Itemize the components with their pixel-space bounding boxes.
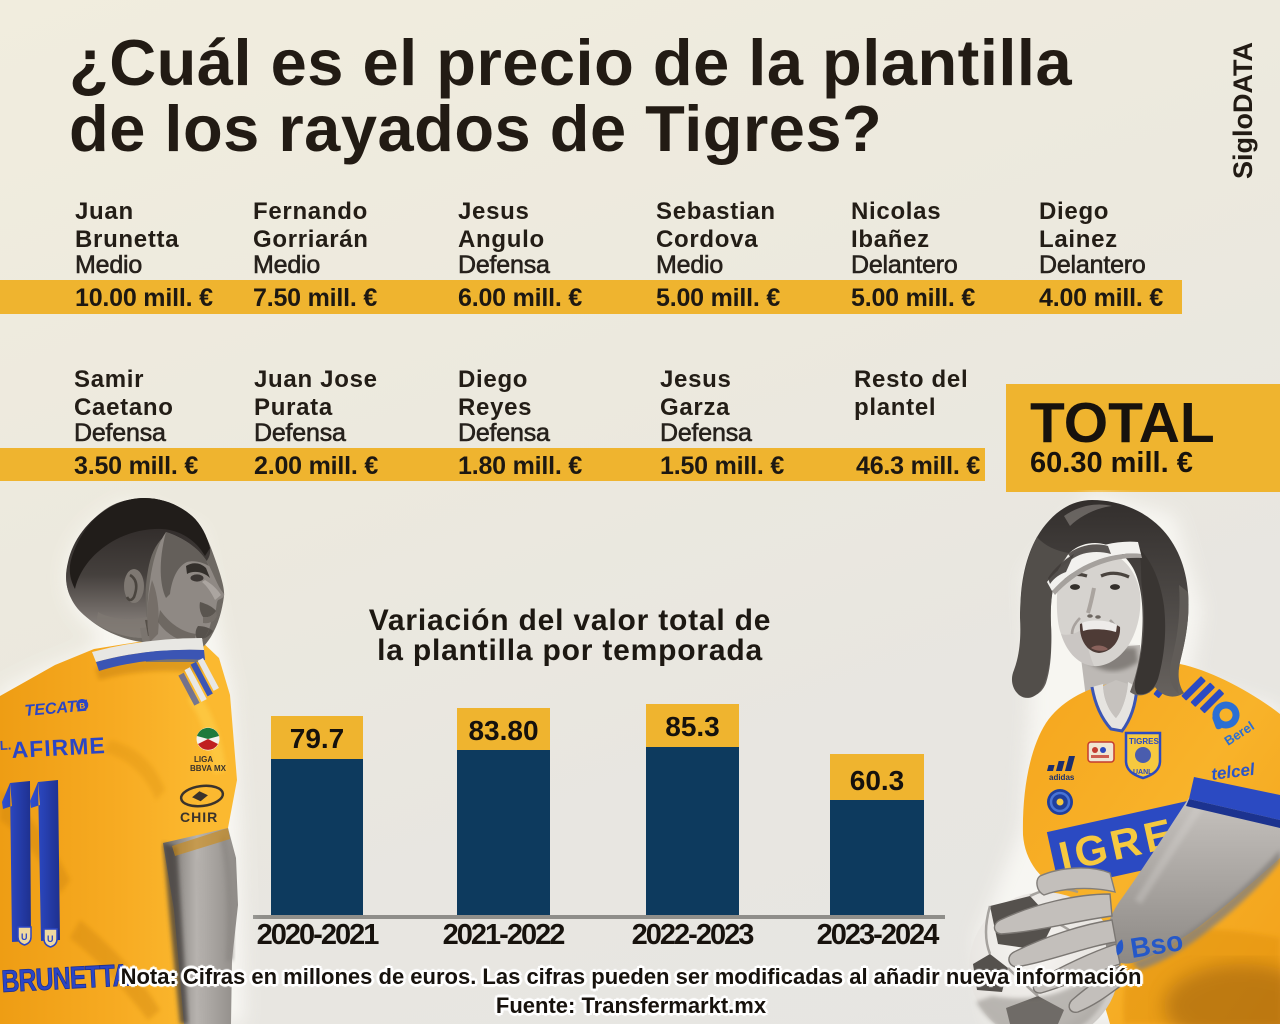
svg-text:BBVA MX: BBVA MX xyxy=(190,764,227,773)
svg-text:TECATE: TECATE xyxy=(24,697,89,720)
svg-text:BRUNETTA: BRUNETTA xyxy=(1,958,131,999)
svg-text:AFIRME: AFIRME xyxy=(11,732,106,763)
svg-text:TIGRES: TIGRES xyxy=(1129,737,1159,746)
svg-text:B: B xyxy=(79,701,86,710)
svg-text:L.: L. xyxy=(0,737,12,753)
svg-text:U: U xyxy=(21,932,28,942)
svg-text:CHIR: CHIR xyxy=(180,809,218,825)
svg-text:LIGA: LIGA xyxy=(194,755,213,764)
svg-text:U: U xyxy=(47,934,54,944)
svg-text:adidas: adidas xyxy=(1049,773,1075,782)
svg-text:UANL: UANL xyxy=(1133,769,1153,776)
